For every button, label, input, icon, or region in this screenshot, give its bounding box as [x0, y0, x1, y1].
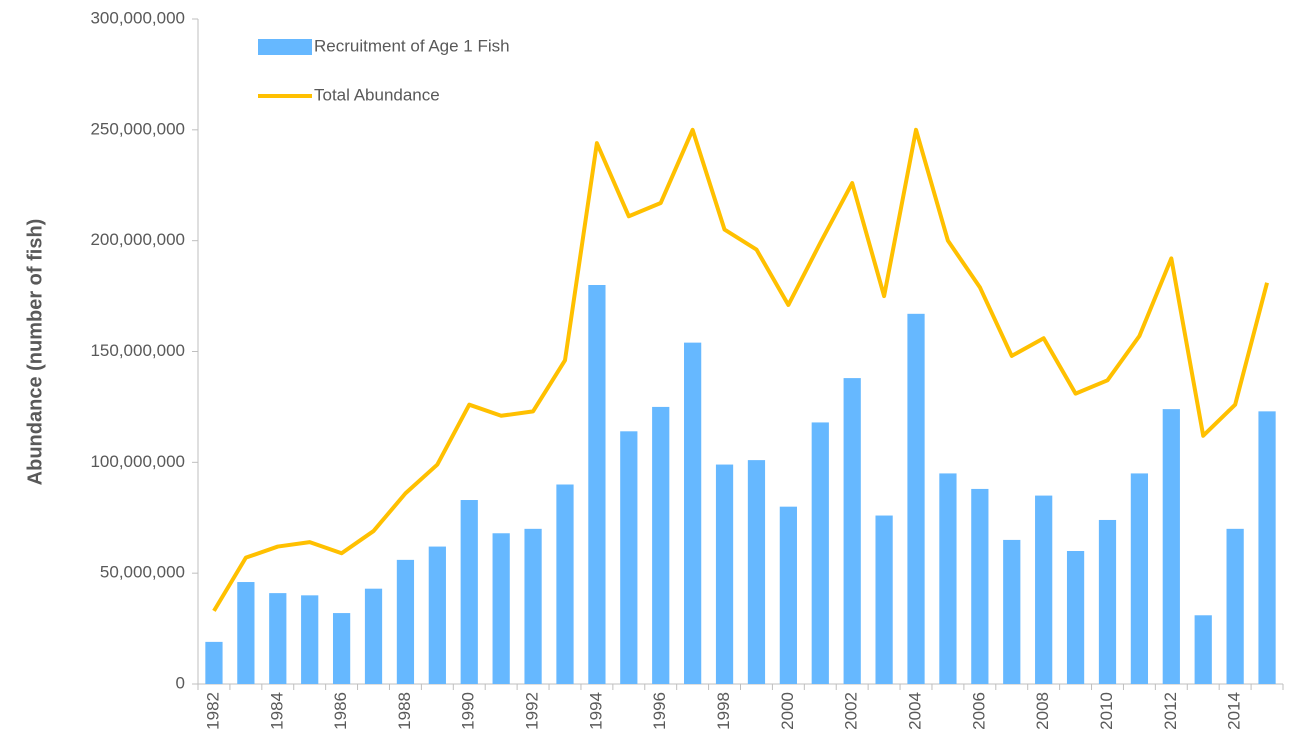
bar [460, 500, 478, 684]
bar [875, 515, 893, 684]
x-tick-label: 2010 [1097, 692, 1116, 730]
bar [811, 422, 829, 684]
bar [237, 582, 255, 684]
bar [1130, 473, 1149, 684]
bar [205, 641, 223, 684]
bar [1226, 528, 1244, 684]
bar [269, 593, 287, 684]
y-tick-label: 250,000,000 [90, 119, 185, 138]
y-tick-label: 0 [176, 673, 185, 692]
x-tick-label: 2006 [969, 692, 988, 730]
x-tick-label: 1996 [650, 692, 669, 730]
x-tick-label: 2008 [1033, 692, 1052, 730]
x-tick-label: 1994 [586, 692, 605, 730]
bar [907, 313, 925, 684]
bar [939, 473, 957, 684]
x-tick-label: 2012 [1161, 692, 1180, 730]
bar [1066, 551, 1085, 684]
bar [1162, 409, 1180, 684]
bar [492, 533, 510, 684]
bar [301, 595, 319, 684]
bar [1098, 519, 1117, 684]
bar [428, 546, 446, 684]
bar [556, 484, 574, 684]
bar [524, 528, 542, 684]
bar [332, 613, 351, 684]
line [212, 127, 1269, 612]
bar [747, 460, 766, 684]
bar [843, 378, 861, 684]
x-tick-label: 1986 [331, 692, 350, 730]
bar [1035, 495, 1053, 684]
bar [588, 285, 606, 684]
x-tick-label: 1992 [523, 692, 542, 730]
x-tick-label: 1984 [267, 692, 286, 730]
bar [971, 488, 989, 684]
x-tick-label: 2014 [1225, 692, 1244, 730]
bar [620, 431, 638, 684]
x-tick-label: 1982 [203, 692, 222, 730]
bar [715, 464, 734, 684]
legend-label: Recruitment of Age 1 Fish [314, 36, 510, 55]
bar [1194, 615, 1212, 684]
y-tick-label: 200,000,000 [90, 230, 185, 249]
y-tick-label: 100,000,000 [90, 452, 185, 471]
bar [364, 588, 383, 684]
x-tick-label: 2002 [842, 692, 861, 730]
x-tick-label: 2004 [905, 692, 924, 730]
bar [1258, 411, 1276, 684]
y-tick-label: 150,000,000 [90, 341, 185, 360]
bar [1003, 539, 1021, 684]
y-axis-label: Abundance (number of fish) [24, 219, 46, 486]
legend-label: Total Abundance [314, 85, 440, 104]
x-tick-label: 2000 [778, 692, 797, 730]
y-tick-label: 50,000,000 [100, 563, 185, 582]
bar [396, 559, 415, 684]
x-tick-label: 1990 [459, 692, 478, 730]
bar [779, 506, 797, 684]
x-tick-label: 1998 [714, 692, 733, 730]
legend-swatch [258, 39, 312, 55]
x-tick-label: 1988 [395, 692, 414, 730]
bar [652, 406, 670, 684]
y-tick-label: 300,000,000 [90, 8, 185, 27]
bar [684, 342, 702, 684]
